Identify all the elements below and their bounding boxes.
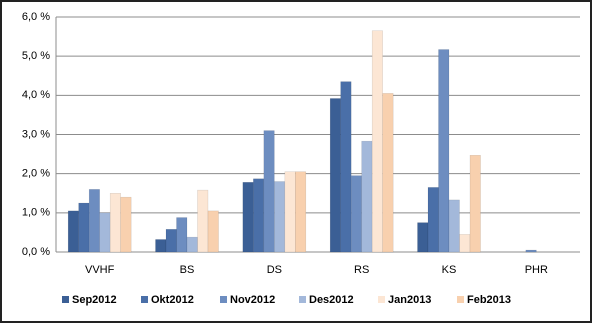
legend-label: Sep2012 bbox=[72, 294, 117, 306]
bar bbox=[448, 199, 460, 253]
x-tick-label: KS bbox=[442, 264, 457, 276]
bar bbox=[155, 239, 167, 253]
legend-swatch bbox=[62, 296, 69, 303]
bar bbox=[438, 49, 450, 253]
bar bbox=[329, 98, 341, 253]
bar bbox=[78, 202, 90, 253]
bar bbox=[165, 229, 177, 253]
legend-label: Okt2012 bbox=[151, 294, 194, 306]
bar bbox=[371, 30, 383, 253]
bar bbox=[99, 212, 111, 253]
legend-label: Feb2013 bbox=[467, 294, 511, 306]
y-tick-label: 3,0 % bbox=[22, 128, 50, 140]
legend-label: Nov2012 bbox=[230, 294, 275, 306]
bar bbox=[525, 249, 537, 253]
bar bbox=[361, 140, 373, 253]
bar bbox=[120, 196, 132, 253]
bar bbox=[253, 178, 265, 253]
bar bbox=[284, 171, 296, 253]
bar bbox=[88, 189, 100, 253]
bar bbox=[459, 234, 471, 253]
bar bbox=[382, 93, 394, 253]
bar bbox=[67, 210, 79, 253]
legend-label: Des2012 bbox=[309, 294, 354, 306]
bar bbox=[295, 171, 307, 253]
x-tick-label: PHR bbox=[525, 264, 548, 276]
bar bbox=[427, 187, 439, 253]
bar bbox=[350, 175, 362, 253]
bar bbox=[109, 193, 121, 253]
bar bbox=[186, 236, 198, 253]
legend-swatch bbox=[141, 296, 148, 303]
legend-label: Jan2013 bbox=[388, 294, 431, 306]
bar bbox=[274, 181, 286, 253]
bar bbox=[340, 81, 352, 253]
legend-swatch bbox=[220, 296, 227, 303]
bar bbox=[207, 210, 219, 253]
legend-swatch bbox=[457, 296, 464, 303]
x-tick-label: DS bbox=[267, 264, 282, 276]
y-tick-label: 4,0 % bbox=[22, 89, 50, 101]
bar bbox=[242, 182, 254, 253]
y-tick-label: 6,0 % bbox=[22, 11, 50, 23]
bar bbox=[417, 222, 429, 253]
bar bbox=[197, 189, 209, 253]
bar bbox=[469, 155, 481, 253]
x-tick-label: RS bbox=[354, 264, 369, 276]
x-tick-label: VVHF bbox=[85, 264, 115, 276]
y-tick-label: 1,0 % bbox=[22, 207, 50, 219]
x-tick-label: BS bbox=[180, 264, 195, 276]
legend-swatch bbox=[299, 296, 306, 303]
legend-swatch bbox=[378, 296, 385, 303]
bar bbox=[176, 217, 188, 253]
bar bbox=[263, 130, 275, 253]
y-tick-label: 5,0 % bbox=[22, 50, 50, 62]
y-tick-label: 0,0 % bbox=[22, 246, 50, 258]
y-tick-label: 2,0 % bbox=[22, 168, 50, 180]
